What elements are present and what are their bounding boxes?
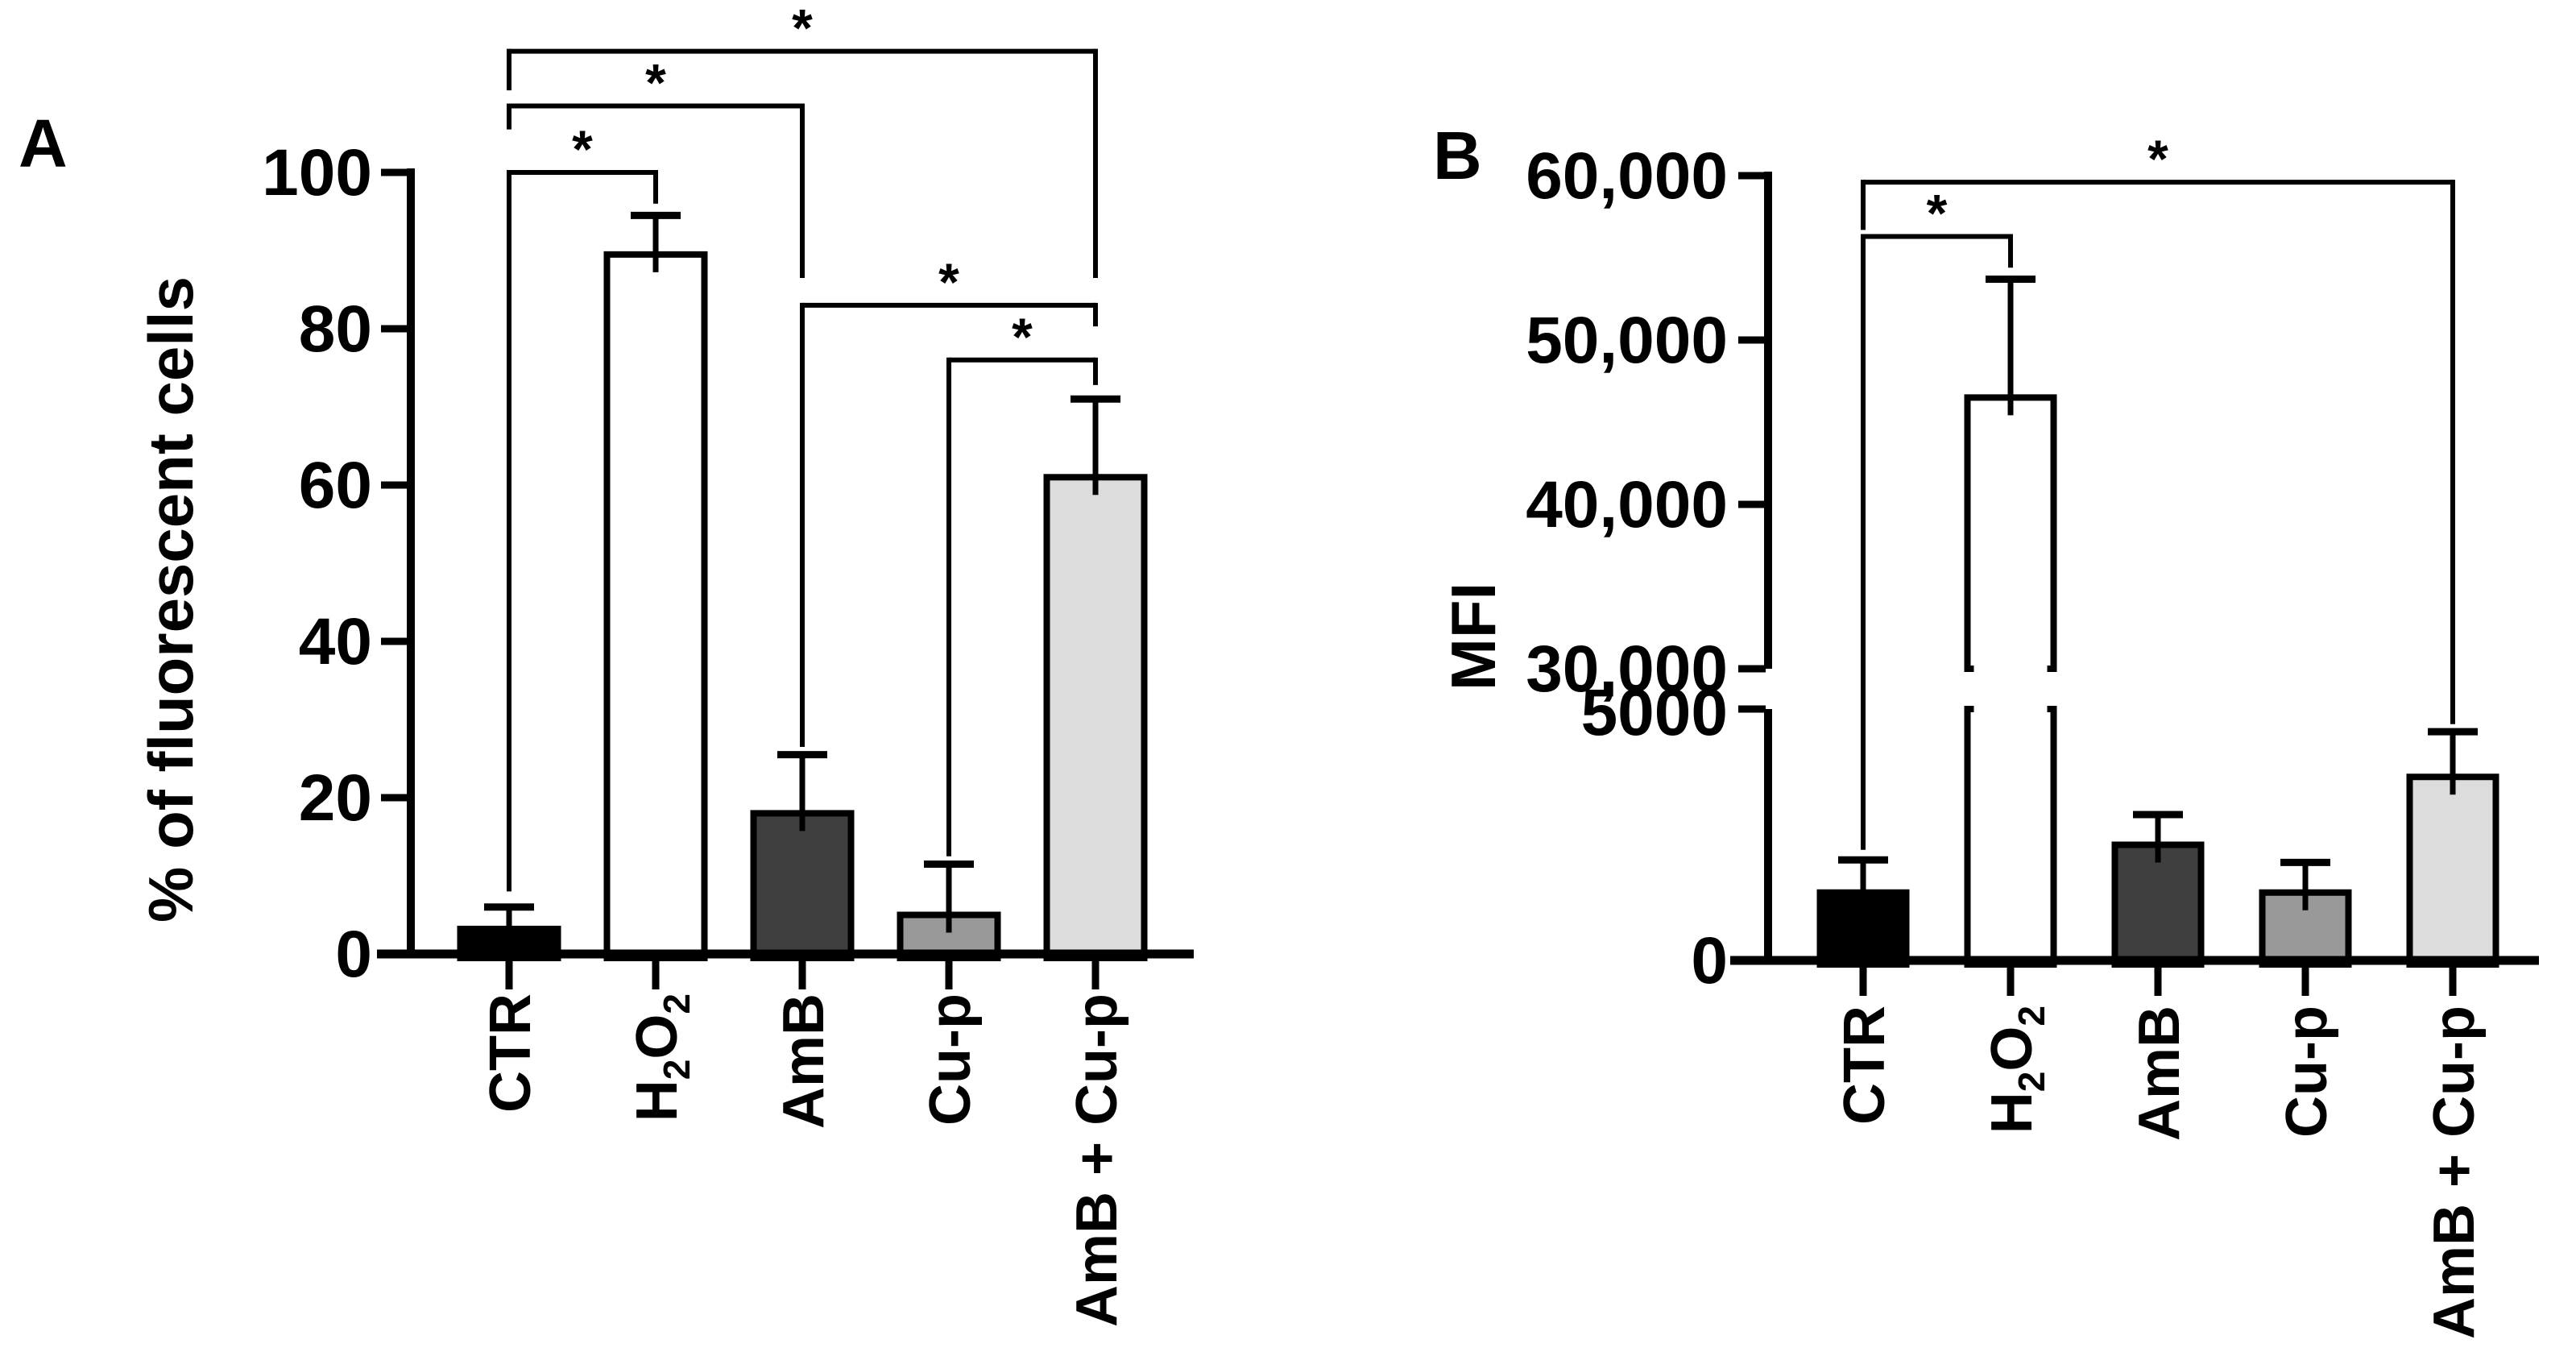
bar-amb-cu-p [1043,474,1148,961]
y-tick-label: 0 [1691,924,1728,997]
y-tick-label: 30,000 [1526,632,1728,706]
x-category-label: CTR [1833,1006,1897,1125]
significance-asterisk: * [792,0,813,58]
x-category-label: Cu-p [2275,1006,2339,1138]
panel-b: B 30,000 40,000 50,000 60,000 0 5000 MFI CTR H2O… [1433,118,2539,1339]
significance-asterisk: * [2147,129,2168,189]
bar-amb [2111,841,2205,968]
significance-asterisk: * [938,252,959,312]
y-tick-label: 60 [299,449,372,522]
x-category-label: AmB [2127,1006,2192,1141]
x-category-label: AmB [772,993,836,1129]
axis-break-gap [1973,704,2048,714]
panel-label-b: B [1433,118,1482,193]
bar-amb-cu-p [2406,773,2499,968]
significance-asterisk: * [572,119,593,179]
significance-asterisk: * [1012,307,1033,367]
bar-h2o2-lower [1964,706,2057,968]
panel-a: A 0 20 40 60 80 100 % of fluorescent cells CTR H… [19,0,1194,1327]
y-tick-label: 40 [299,605,372,678]
bar-amb [750,810,855,962]
y-tick-label: 60,000 [1526,139,1728,213]
y-tick-label: 50,000 [1526,304,1728,377]
bar-h2o2-upper [1964,394,2057,672]
significance-asterisk: * [1927,183,1948,243]
y-axis-title: % of fluorescent cells [135,276,206,923]
y-tick-label: 100 [262,136,372,209]
y-tick-label: 80 [299,292,372,366]
y-tick-label: 0 [335,918,372,991]
y-tick-label: 5000 [1581,676,1728,749]
x-category-label: H2O2 [1980,1006,2052,1134]
x-category-label: AmB + Cu-p [2422,1006,2487,1339]
x-category-label: CTR [478,993,543,1113]
y-tick-label: 20 [299,761,372,835]
x-category-label: AmB + Cu-p [1065,993,1129,1327]
x-category-label: H2O2 [625,993,698,1122]
y-axis-title: MFI [1438,583,1509,691]
panel-label-a: A [19,106,68,181]
axis-break-gap [1973,664,2048,674]
y-tick-label: 40,000 [1526,468,1728,541]
significance-asterisk: * [645,53,666,113]
x-category-label: Cu-p [918,993,983,1126]
bar-h2o2 [603,251,708,962]
